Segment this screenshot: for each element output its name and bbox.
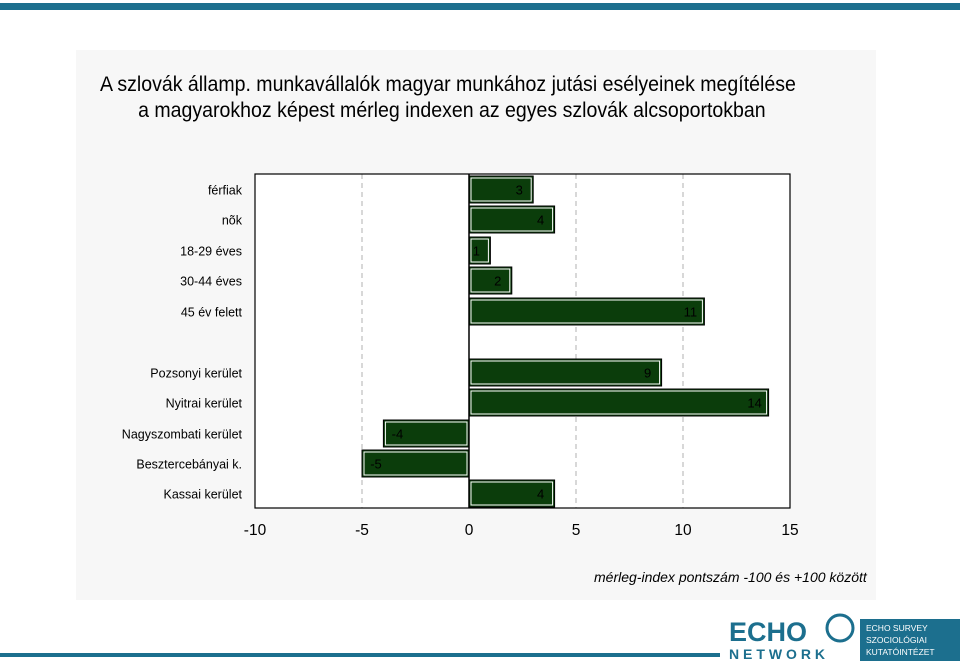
x-tick-label-4: 10	[674, 522, 692, 539]
data-label-2: 1	[473, 244, 480, 259]
data-label-4: 11	[684, 305, 698, 320]
bar-inner-edge-5	[470, 360, 661, 385]
category-label-9: Kassai kerület	[163, 488, 242, 502]
axis-note: mérleg-index pontszám -100 és +100 közöt…	[594, 569, 867, 585]
category-label-4: 45 év felett	[181, 306, 243, 320]
data-label-9: 4	[537, 487, 544, 502]
plot-frame	[254, 173, 791, 509]
title-line-2: a magyarokhoz képest mérleg indexen az e…	[138, 99, 766, 122]
bar-4	[468, 297, 705, 326]
data-label-0: 3	[516, 183, 523, 198]
logo-panel-line-2: SZOCIOLÓGIAI	[866, 635, 927, 645]
bar-inner-edge-4	[470, 299, 703, 324]
category-label-7: Nagyszombati kerület	[122, 428, 243, 442]
top-accent-bar	[0, 0, 960, 12]
bar-5	[468, 358, 663, 387]
bar-inner-edge-6	[470, 390, 768, 415]
bar-1	[468, 205, 556, 234]
category-label-2: 18-29 éves	[180, 245, 242, 259]
category-label-0: férfiak	[208, 184, 243, 198]
chart-title: A szlovák államp. munkavállalók magyar m…	[100, 72, 821, 124]
category-label-6: Nyitrai kerület	[166, 397, 243, 411]
data-label-7: -4	[392, 427, 404, 442]
logo-wordmark-bottom: NETWORK	[729, 646, 825, 661]
bar-inner-edge-2	[470, 238, 489, 263]
bar-3	[468, 266, 513, 295]
x-tick-label-0: -10	[244, 522, 267, 539]
bar-0	[468, 175, 534, 204]
bar-inner-edge-1	[470, 207, 554, 232]
x-tick-label-1: -5	[355, 522, 369, 539]
logo-globe-icon	[825, 613, 855, 643]
x-tick-label-5: 15	[781, 522, 798, 539]
bar-inner-edge-8	[363, 451, 468, 476]
logo-panel-line-1: ECHO SURVEY	[866, 623, 928, 633]
logo-wordmark-top: ECHO	[729, 617, 807, 647]
bar-inner-edge-7	[384, 421, 468, 446]
logo-panel	[860, 619, 960, 661]
data-label-8: -5	[370, 457, 382, 472]
bar-inner-edge-9	[470, 481, 554, 506]
x-tick-label-3: 5	[572, 522, 581, 539]
bar-inner-edge-3	[470, 268, 511, 293]
data-label-3: 2	[494, 274, 501, 289]
logo-panel-line-3: KUTATÓINTÉZET	[866, 647, 935, 657]
bar-9	[468, 479, 556, 508]
bar-inner-edge-0	[470, 177, 532, 202]
category-label-8: Besztercebányai k.	[136, 458, 242, 472]
data-label-6: 14	[747, 396, 761, 411]
x-tick-label-2: 0	[465, 522, 474, 539]
category-label-1: nõk	[222, 214, 243, 228]
data-label-1: 4	[537, 213, 544, 228]
echo-network-logo: ECHO NETWORK ECHO SURVEY SZOCIOLÓGIAI KU…	[729, 613, 960, 661]
title-line-1: A szlovák államp. munkavállalók magyar m…	[100, 73, 796, 96]
data-label-5: 9	[644, 366, 651, 381]
bottom-accent-line	[0, 653, 720, 657]
category-label-3: 30-44 éves	[180, 275, 242, 289]
category-label-5: Pozsonyi kerület	[150, 367, 242, 381]
bar-6	[468, 388, 770, 417]
bar-7	[382, 419, 470, 448]
